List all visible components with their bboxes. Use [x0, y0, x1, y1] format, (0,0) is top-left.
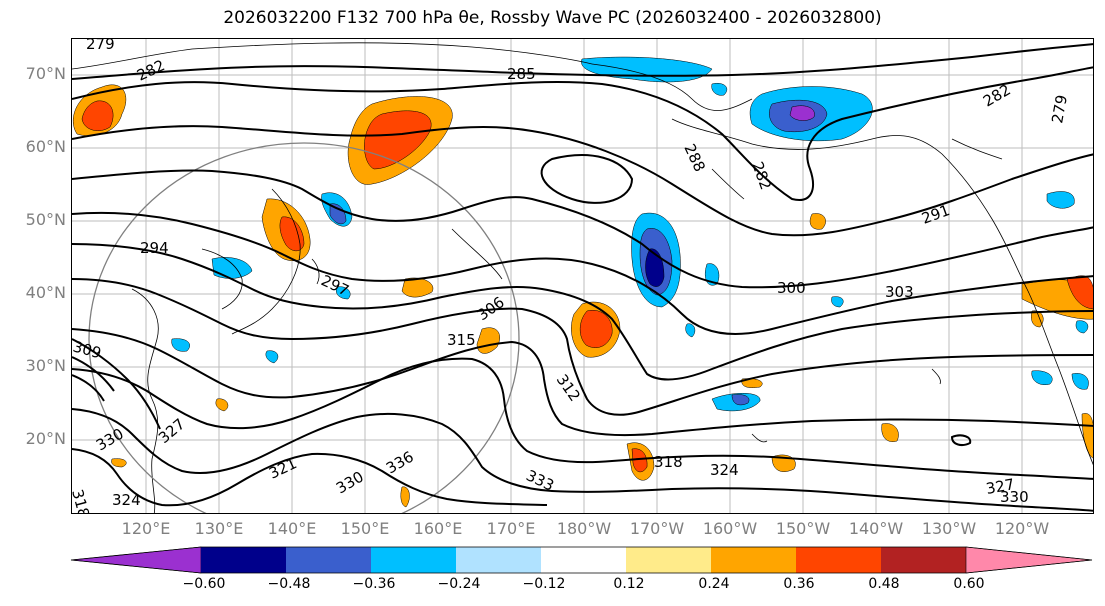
- colorbar-tick: 0.48: [868, 576, 900, 592]
- map-canvas: 279 282 285 288 282 282 279 294 297 291 …: [72, 39, 1093, 514]
- map-panel: 279 282 285 288 282 282 279 294 297 291 …: [71, 38, 1094, 514]
- lon-label-120e: 120°E: [121, 519, 171, 538]
- contour-label: 288: [680, 141, 708, 175]
- colorbar-tick: 0.12: [613, 576, 645, 592]
- lon-label-150e: 150°E: [340, 519, 390, 538]
- lon-label-160e: 160°E: [413, 519, 463, 538]
- contour-label: 279: [1048, 93, 1071, 124]
- contour-label: 282: [980, 81, 1014, 111]
- colorbar-tick: −0.12: [522, 576, 566, 592]
- colorbar-segment: [201, 547, 286, 573]
- colorbar-segment: [626, 547, 711, 573]
- chart-title: 2026032200 F132 700 hPa θe, Rossby Wave …: [223, 8, 882, 28]
- contour-label: 306: [474, 293, 508, 324]
- lat-label-50n: 50°N: [25, 210, 66, 229]
- lon-label-130w: 130°W: [921, 519, 977, 538]
- colorbar-segment: [965, 546, 1093, 574]
- theta-e-contours: [72, 43, 1093, 512]
- contour-label: 336: [383, 448, 417, 478]
- contour-label: 282: [134, 56, 168, 84]
- contour-label: 318: [72, 487, 93, 514]
- contour-label: 294: [140, 239, 169, 257]
- lat-label-60n: 60°N: [25, 137, 66, 156]
- lon-label-160w: 160°W: [702, 519, 758, 538]
- contour-label: 327: [155, 415, 189, 447]
- colorbar-segment: [541, 547, 626, 573]
- colorbar-segment: [371, 547, 456, 573]
- colorbar-segment: [796, 547, 881, 573]
- lat-label-70n: 70°N: [25, 64, 66, 83]
- contour-label: 330: [93, 425, 127, 455]
- great-circle: [88, 142, 520, 513]
- colorbar-tick: −0.48: [267, 576, 311, 592]
- lon-label-140e: 140°E: [267, 519, 317, 538]
- contour-label: 324: [112, 491, 141, 509]
- lon-label-170w: 170°W: [629, 519, 685, 538]
- contour-label: 324: [710, 461, 739, 479]
- contour-label: 330: [333, 468, 367, 498]
- contour-label: 315: [447, 331, 476, 349]
- contour-label: 330: [1000, 488, 1029, 506]
- colorbar-tick: −0.24: [437, 576, 481, 592]
- lon-label-140w: 140°W: [848, 519, 904, 538]
- colorbar-segment: [711, 547, 796, 573]
- contour-label: 303: [885, 283, 914, 301]
- colorbar: [70, 546, 1093, 574]
- contour-label: 279: [86, 39, 115, 53]
- lat-label-40n: 40°N: [25, 283, 66, 302]
- contour-label: 318: [654, 453, 683, 471]
- colorbar-segment: [286, 547, 371, 573]
- lon-label-170e: 170°E: [486, 519, 536, 538]
- colorbar-tick: 0.36: [783, 576, 815, 592]
- colorbar-segment: [456, 547, 541, 573]
- positive-anomalies: [72, 84, 1093, 508]
- lon-label-150w: 150°W: [775, 519, 831, 538]
- contour-label: 312: [553, 371, 584, 405]
- contour-label: 327: [985, 475, 1016, 498]
- colorbar-tick: 0.24: [698, 576, 730, 592]
- coastlines: [72, 42, 1093, 513]
- colorbar-segment: [70, 546, 202, 574]
- colorbar-tick: 0.60: [953, 576, 985, 592]
- lat-label-20n: 20°N: [25, 429, 66, 448]
- lat-label-30n: 30°N: [25, 356, 66, 375]
- colorbar-segment: [881, 547, 966, 573]
- colorbar-tick: −0.36: [352, 576, 396, 592]
- contour-label: 285: [507, 65, 536, 83]
- contour-label: 282: [748, 159, 775, 192]
- negative-anomalies: [171, 56, 1089, 412]
- colorbar-tick: −0.60: [182, 576, 226, 592]
- colorbar-outline: [70, 546, 1093, 574]
- contour-label: 300: [777, 279, 806, 297]
- lon-label-180w: 180°W: [556, 519, 612, 538]
- contour-label: 291: [919, 201, 952, 228]
- lon-label-130e: 130°E: [194, 519, 244, 538]
- lon-label-120w: 120°W: [994, 519, 1050, 538]
